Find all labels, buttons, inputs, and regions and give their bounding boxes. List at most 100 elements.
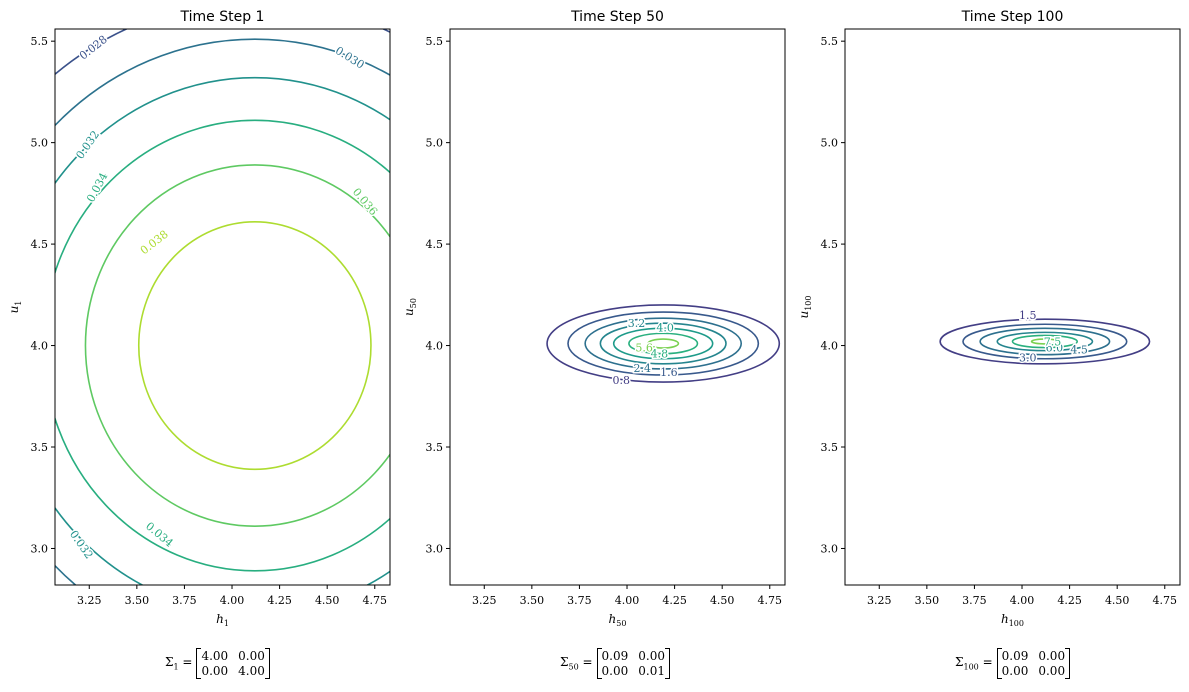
contour-panel-2: 0.8 1.6 2.4 3.2 4.0 4.85.6 3.25 3.50 3.75 4.00 4.2… bbox=[402, 9, 786, 628]
contour-label: 6.0 bbox=[1046, 342, 1064, 355]
y-tick-label: 3.5 bbox=[426, 441, 444, 454]
x-tick-label: 3.50 bbox=[520, 594, 545, 607]
contour-line-2.4 bbox=[584, 317, 743, 370]
covariance-matrix: 4.00 0.00 0.00 4.00 bbox=[196, 648, 270, 679]
contour-line-3.2 bbox=[599, 322, 727, 365]
y-tick-label: 5.5 bbox=[426, 35, 444, 48]
contour-line-0.038 bbox=[137, 220, 372, 471]
y-tick-label: 4.5 bbox=[31, 238, 49, 251]
axes-frame bbox=[54, 28, 391, 586]
contour-line-4.8 bbox=[628, 332, 699, 355]
contour-line-1.5 bbox=[939, 318, 1151, 365]
y-tick-label: 3.0 bbox=[821, 542, 839, 555]
x-tick-label: 3.25 bbox=[867, 594, 892, 607]
y-tick-label: 4.0 bbox=[31, 340, 49, 353]
contour-line-3.0 bbox=[962, 323, 1128, 360]
y-tick-label: 4.0 bbox=[426, 340, 444, 353]
x-tick-label: 4.75 bbox=[758, 594, 783, 607]
x-axis-label: h50 bbox=[609, 612, 627, 628]
contour-panel-3: 1.5 3.0 4.5 6.07.5 3.25 3.50 3.75 4.00 4.25 4.50 4… bbox=[797, 9, 1181, 628]
x-tick-label: 3.75 bbox=[962, 594, 987, 607]
contour-line-0.034 bbox=[55, 119, 390, 572]
x-axis-label: h1 bbox=[216, 612, 229, 628]
contour-line-0.028 bbox=[55, 29, 390, 76]
y-axis-label: u1 bbox=[7, 301, 23, 314]
y-tick-label: 4.5 bbox=[426, 238, 444, 251]
contour-line-1.6 bbox=[567, 311, 760, 376]
covariance-annotation-100: Σ100 = 0.09 0.00 0.00 0.00 bbox=[955, 648, 1071, 679]
x-tick-label: 3.75 bbox=[172, 594, 197, 607]
y-tick-label: 5.5 bbox=[31, 35, 49, 48]
contour-line-4.0 bbox=[612, 327, 714, 360]
y-tick-label: 5.0 bbox=[821, 137, 839, 150]
x-tick-label: 4.50 bbox=[1105, 594, 1130, 607]
sigma-symbol: Σ bbox=[560, 655, 569, 670]
contour-label: 4.5 bbox=[1070, 344, 1088, 357]
x-tick-label: 4.75 bbox=[1153, 594, 1178, 607]
y-axis-label: u100 bbox=[797, 295, 813, 318]
y-tick-label: 3.5 bbox=[31, 441, 49, 454]
x-tick-label: 3.50 bbox=[915, 594, 940, 607]
y-tick-label: 3.5 bbox=[821, 441, 839, 454]
contour-line-0.030 bbox=[55, 38, 390, 585]
sigma-symbol: Σ bbox=[165, 655, 174, 670]
contour-label: 4.8 bbox=[651, 348, 669, 361]
contour-line-7.5 bbox=[1011, 334, 1079, 349]
sigma-symbol: Σ bbox=[955, 655, 964, 670]
axes-frame bbox=[844, 28, 1181, 586]
contour-label: 1.6 bbox=[660, 366, 678, 379]
y-tick-label: 4.5 bbox=[821, 238, 839, 251]
contour-label: 3.2 bbox=[628, 317, 646, 330]
x-tick-label: 4.00 bbox=[615, 594, 640, 607]
x-axis-label: h100 bbox=[1001, 612, 1024, 628]
contour-label: 4.0 bbox=[656, 321, 674, 334]
contour-label: 0.036 bbox=[350, 186, 380, 218]
x-tick-label: 4.50 bbox=[710, 594, 735, 607]
contour-line-5.6 bbox=[647, 338, 680, 349]
x-tick-label: 4.00 bbox=[1010, 594, 1035, 607]
contour-label: 3.0 bbox=[1019, 352, 1037, 365]
contour-label: 0.028 bbox=[77, 33, 110, 63]
contour-label: 1.5 bbox=[1019, 309, 1037, 322]
x-tick-label: 4.25 bbox=[1057, 594, 1082, 607]
x-tick-label: 3.50 bbox=[125, 594, 150, 607]
contour-label: 0.032 bbox=[67, 528, 96, 561]
contour-label: 0.034 bbox=[84, 171, 110, 205]
x-tick-label: 3.25 bbox=[472, 594, 497, 607]
y-tick-label: 3.0 bbox=[31, 542, 49, 555]
contour-label: 0.038 bbox=[138, 228, 171, 258]
x-tick-label: 4.75 bbox=[363, 594, 388, 607]
panel-title: Time Step 1 bbox=[180, 9, 265, 25]
x-tick-label: 4.25 bbox=[267, 594, 292, 607]
contour-line-4.5 bbox=[979, 327, 1111, 356]
panel-title: Time Step 100 bbox=[961, 9, 1064, 25]
y-tick-label: 5.0 bbox=[426, 137, 444, 150]
contour-label: 7.5 bbox=[1044, 335, 1062, 348]
contour-label: 2.4 bbox=[633, 362, 651, 375]
contour-label: 0.8 bbox=[613, 374, 631, 387]
x-tick-label: 3.75 bbox=[567, 594, 592, 607]
covariance-annotation-50: Σ50 = 0.09 0.00 0.00 0.01 bbox=[560, 648, 670, 679]
contour-line-0.8 bbox=[546, 304, 781, 383]
contour-label: 0.032 bbox=[73, 128, 102, 161]
covariance-matrix: 0.09 0.00 0.00 0.00 bbox=[996, 648, 1071, 679]
contour-line-6.0 bbox=[996, 331, 1094, 352]
y-tick-label: 5.0 bbox=[31, 137, 49, 150]
x-tick-label: 3.25 bbox=[77, 594, 102, 607]
contour-label: 0.030 bbox=[333, 44, 367, 72]
contour-label: 5.6 bbox=[635, 342, 653, 355]
y-tick-label: 3.0 bbox=[426, 542, 444, 555]
covariance-matrix: 0.09 0.00 0.00 0.01 bbox=[596, 648, 670, 679]
contour-label: 0.034 bbox=[143, 520, 175, 550]
x-tick-label: 4.25 bbox=[662, 594, 687, 607]
contour-line-0.032 bbox=[55, 76, 390, 585]
y-tick-label: 4.0 bbox=[821, 340, 839, 353]
y-tick-label: 5.5 bbox=[821, 35, 839, 48]
contour-line-9.0 bbox=[1030, 338, 1059, 345]
y-axis-label: u50 bbox=[402, 298, 418, 316]
covariance-annotation-1: Σ1 = 4.00 0.00 0.00 4.00 bbox=[165, 648, 270, 679]
x-tick-label: 4.00 bbox=[220, 594, 245, 607]
x-tick-label: 4.50 bbox=[315, 594, 340, 607]
axes-frame bbox=[449, 28, 786, 586]
